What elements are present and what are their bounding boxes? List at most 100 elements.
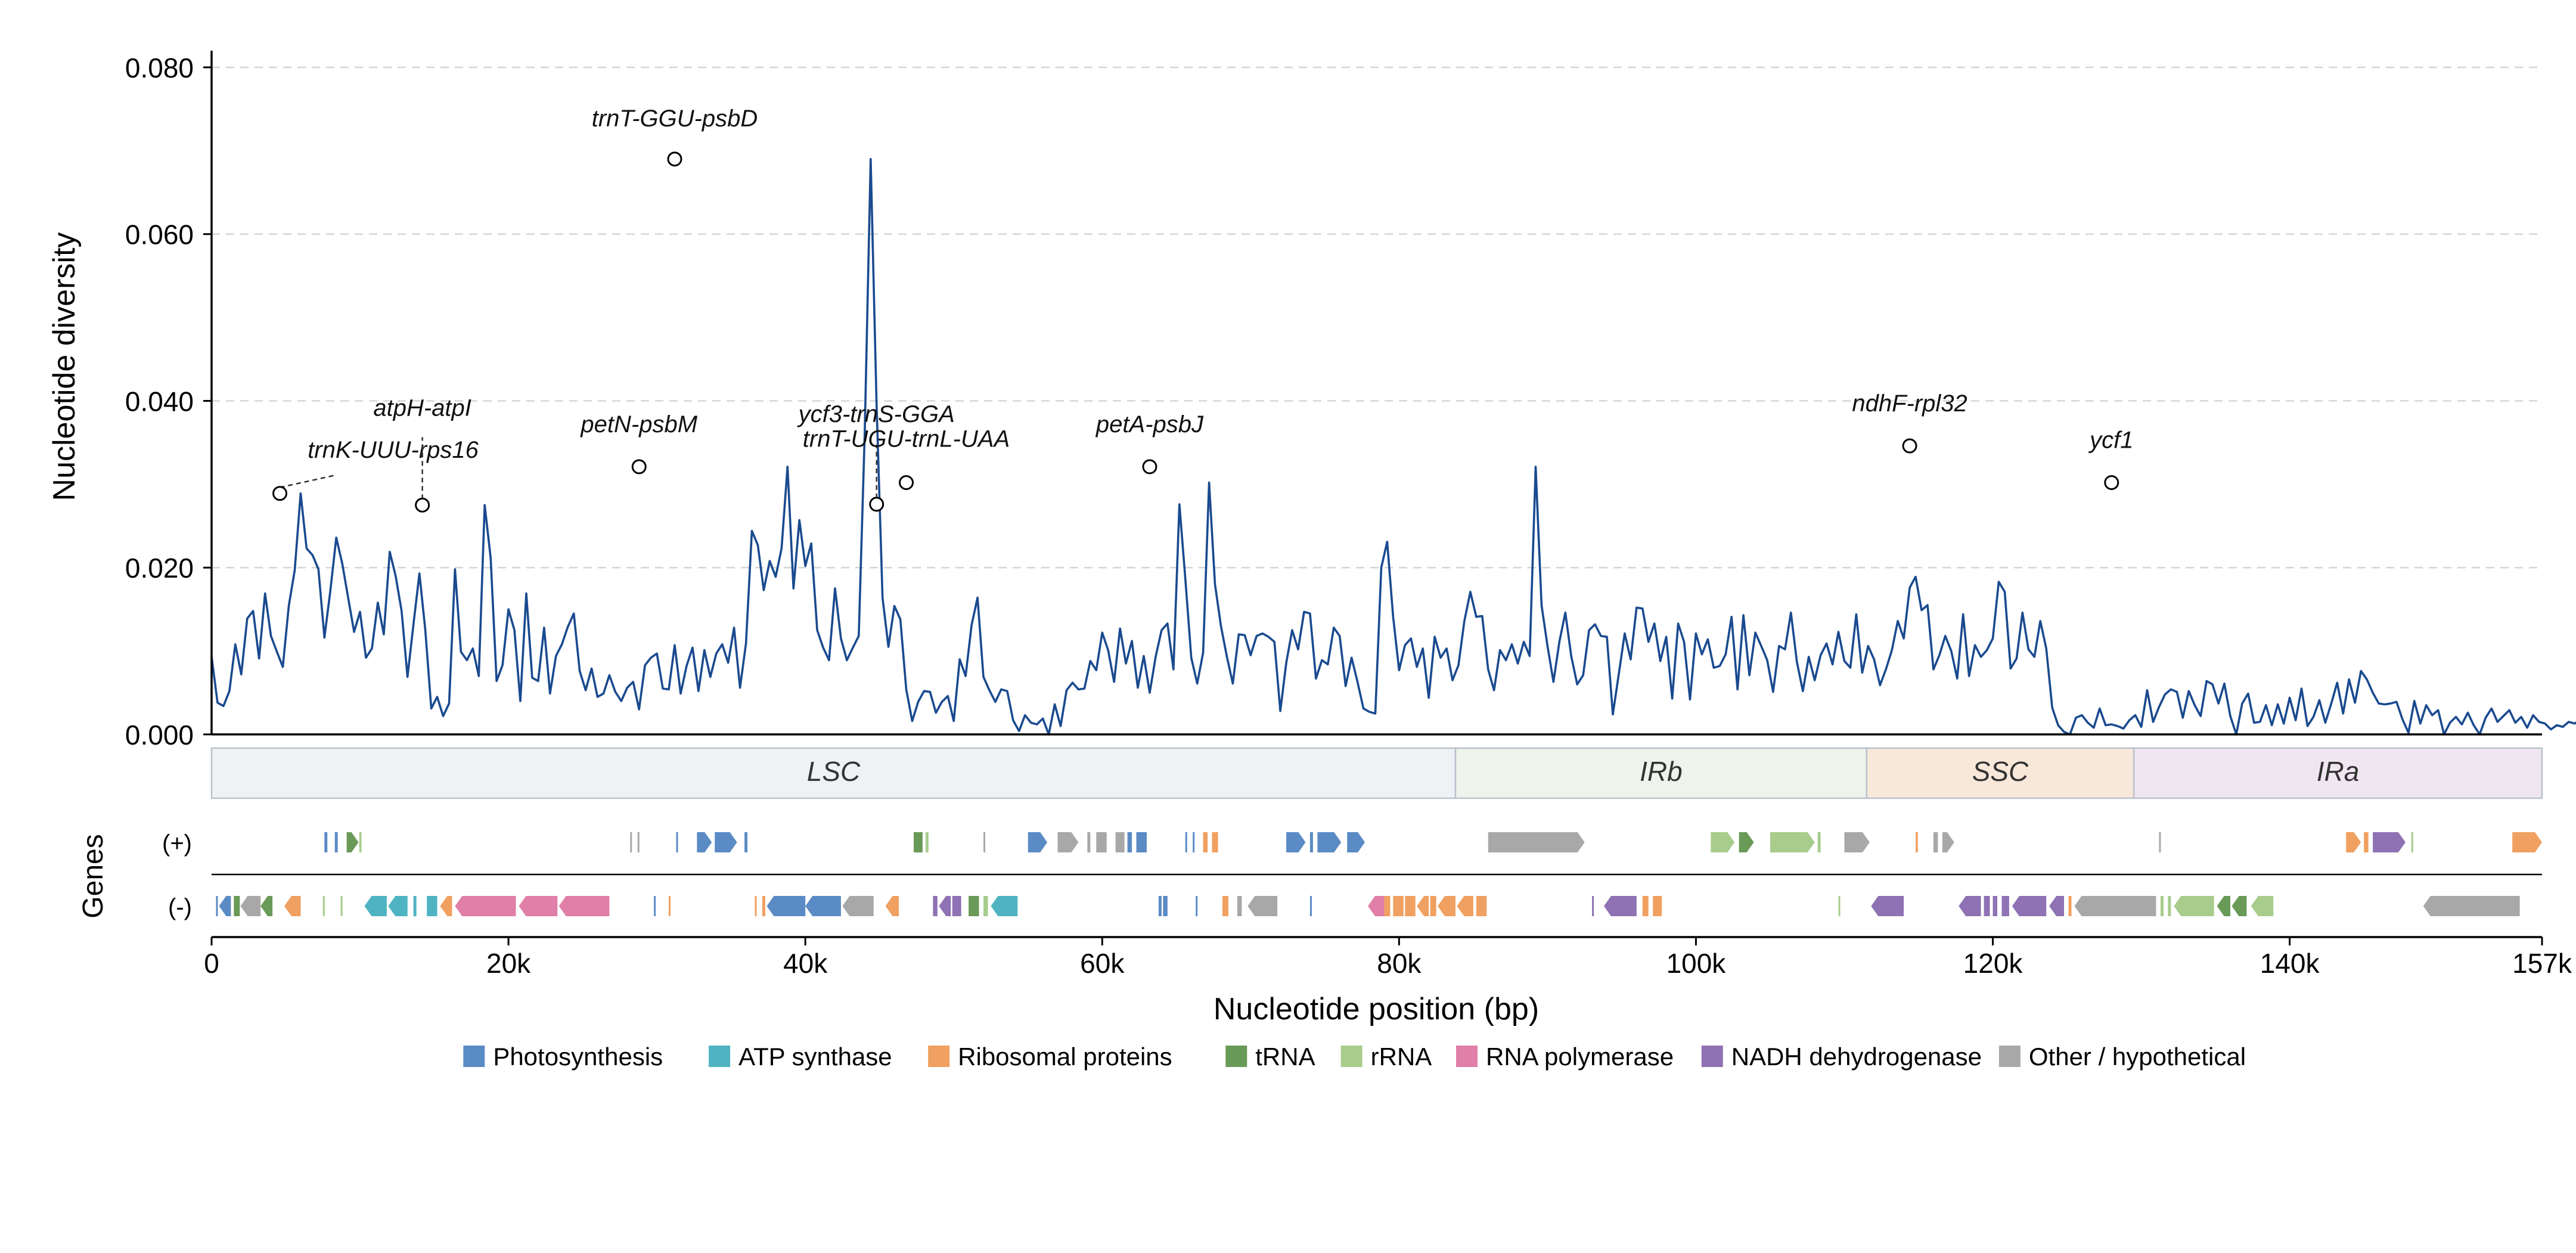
- gene-arrow: [284, 896, 301, 916]
- x-tick-label: 60k: [1080, 948, 1125, 979]
- gene-arrow: [2232, 896, 2247, 916]
- gene-arrow: [715, 832, 737, 852]
- region-label: IRa: [2317, 756, 2360, 787]
- gene-block: [1405, 896, 1416, 916]
- gene-block: [755, 896, 757, 916]
- plus-strand-label: (+): [162, 830, 192, 857]
- gene-arrow: [1942, 832, 1954, 852]
- x-tick-label: 0: [204, 948, 219, 979]
- gene-block: [933, 896, 938, 916]
- gene-arrow: [2251, 896, 2274, 916]
- gene-arrow: [2346, 832, 2361, 852]
- gene-block: [983, 896, 988, 916]
- gene-block: [1136, 832, 1147, 852]
- gene-block: [2160, 896, 2164, 916]
- region-lsc: [210, 747, 1457, 799]
- peak-marker: [869, 497, 884, 512]
- x-tick-label: 140k: [2260, 948, 2320, 979]
- gene-block: [952, 896, 961, 916]
- gene-block: [1309, 896, 1312, 916]
- legend-label: NADH dehydrogenase: [1731, 1043, 1982, 1071]
- gene-arrow: [1959, 896, 1981, 916]
- gene-block: [1087, 832, 1091, 852]
- gene-block: [359, 832, 362, 852]
- gene-arrow: [2012, 896, 2047, 916]
- gene-arrow: [1347, 832, 1365, 852]
- x-tick-label: 100k: [1666, 948, 1727, 979]
- gene-block: [1592, 896, 1594, 916]
- gene-arrow: [885, 896, 899, 916]
- legend-swatch: [1225, 1046, 1247, 1067]
- peak-label: trnT-UGU-trnL-UAA: [803, 426, 1010, 452]
- peak-label: ndhF-rpl32: [1852, 390, 1967, 417]
- gene-block: [1430, 896, 1436, 916]
- gene-block: [2001, 896, 2009, 916]
- gene-block: [1916, 832, 1918, 852]
- x-tick-label: 157k: [2512, 948, 2572, 979]
- gene-block: [427, 896, 437, 916]
- gene-block: [2411, 832, 2413, 852]
- gene-arrow: [2174, 896, 2214, 916]
- gene-block: [1163, 896, 1168, 916]
- gene-arrow: [1711, 832, 1735, 852]
- gene-arrow: [1604, 896, 1637, 916]
- x-axis-label: Nucleotide position (bp): [1213, 992, 1539, 1026]
- legend-label: tRNA: [1255, 1043, 1315, 1071]
- gene-arrow: [1488, 832, 1585, 852]
- gene-block: [1096, 832, 1107, 852]
- gene-block: [1838, 896, 1841, 916]
- legend: Photosynthesis ATP synthase Ribosomal prot…: [463, 1043, 2246, 1071]
- gene-arrow: [1417, 896, 1429, 916]
- gene-block: [324, 832, 328, 852]
- peak-label: atpH-atpI: [373, 395, 471, 421]
- gene-block: [762, 896, 765, 916]
- axes: 0.000 0.020 0.040 0.060 0.080 0 20k 40k 60k 80k 10…: [125, 51, 2572, 979]
- gene-arrow: [2049, 896, 2065, 916]
- gene-arrow: [240, 896, 261, 916]
- gene-arrow: [1739, 832, 1754, 852]
- gene-arrow: [364, 896, 387, 916]
- gene-block: [334, 832, 338, 852]
- annotation-leader: [280, 474, 337, 488]
- gene-block: [1196, 896, 1198, 916]
- y-axis-label: Nucleotide diversity: [47, 232, 82, 501]
- peak-label: ycf1: [2088, 427, 2133, 454]
- gene-arrow: [842, 896, 874, 916]
- gene-block: [1115, 832, 1125, 852]
- gene-block: [1642, 896, 1649, 916]
- peak-annotations: trnK-UUU-rps16 atpH-atpI petN-psbM trnT-GGU…: [272, 106, 2133, 513]
- gene-block: [413, 896, 417, 916]
- gene-arrow: [346, 832, 359, 852]
- gene-block: [669, 896, 671, 916]
- gene-arrow: [1286, 832, 1306, 852]
- gene-block: [2068, 896, 2072, 916]
- y-tick-label: 0.020: [125, 553, 194, 584]
- legend-label: rRNA: [1371, 1043, 1432, 1071]
- gene-arrow: [388, 896, 408, 916]
- gene-arrow: [2512, 832, 2542, 852]
- gene-arrow: [1368, 896, 1385, 916]
- gene-block: [1237, 896, 1242, 916]
- gene-block: [1992, 896, 1998, 916]
- legend-swatch: [463, 1046, 485, 1067]
- legend-swatch: [1340, 1046, 1363, 1067]
- gene-arrow: [519, 896, 558, 916]
- gene-block: [1933, 832, 1938, 852]
- gene-block: [2364, 832, 2369, 852]
- peak-marker: [1142, 459, 1157, 474]
- diversity-line: [210, 158, 2576, 736]
- gene-arrow: [766, 896, 806, 916]
- gene-block: [1158, 896, 1162, 916]
- gene-block: [1817, 832, 1821, 852]
- peak-label: petN-psbM: [580, 411, 697, 438]
- gene-arrow: [440, 896, 452, 916]
- gene-arrow: [697, 832, 712, 852]
- peak-label: trnK-UUU-rps16: [308, 437, 479, 463]
- peak-marker: [899, 475, 914, 491]
- gene-block: [1653, 896, 1662, 916]
- gene-arrow: [219, 896, 231, 916]
- y-tick-label: 0.060: [125, 219, 194, 250]
- legend-label: Ribosomal proteins: [958, 1043, 1172, 1071]
- peak-label: ycf3-trnS-GGA: [797, 401, 955, 427]
- region-label: IRb: [1640, 756, 1683, 787]
